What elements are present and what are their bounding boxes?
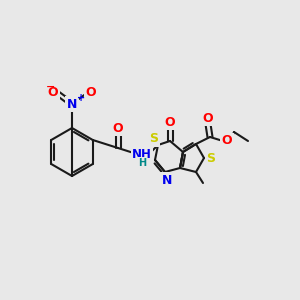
- Text: S: S: [149, 133, 158, 146]
- Text: O: O: [222, 134, 232, 148]
- Text: N: N: [67, 98, 77, 110]
- Text: O: O: [86, 86, 96, 100]
- Text: S: S: [206, 152, 215, 166]
- Text: O: O: [203, 112, 213, 124]
- Text: N: N: [162, 173, 172, 187]
- Text: −: −: [46, 82, 56, 92]
- Text: H: H: [138, 158, 146, 168]
- Text: +: +: [77, 93, 85, 103]
- Text: O: O: [165, 116, 175, 128]
- Text: O: O: [48, 86, 58, 100]
- Text: NH: NH: [132, 148, 152, 160]
- Text: O: O: [113, 122, 123, 134]
